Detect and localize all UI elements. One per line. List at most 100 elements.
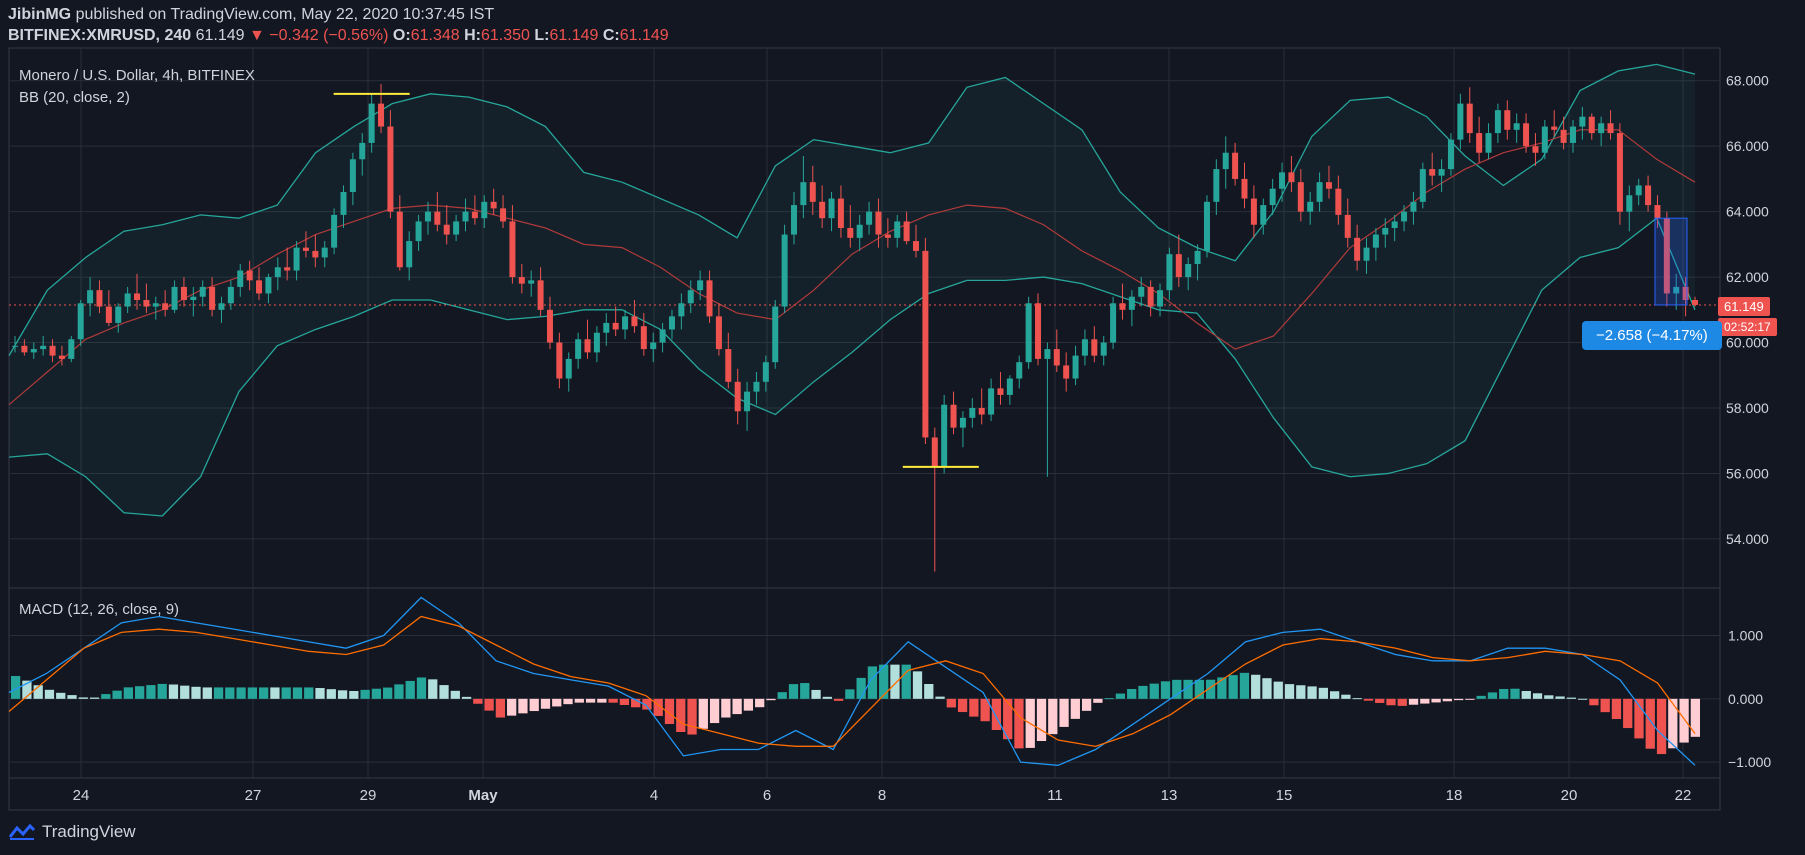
macd-histogram-bar xyxy=(1555,696,1565,699)
x-tick-label: 11 xyxy=(1047,787,1063,804)
macd-y-tick-label: 0.000 xyxy=(1728,691,1763,707)
candle-body xyxy=(406,241,413,268)
macd-histogram-bar xyxy=(924,683,934,699)
candle-body xyxy=(537,280,544,310)
macd-histogram-bar xyxy=(191,686,201,699)
macd-histogram-bar xyxy=(11,676,21,699)
publisher-name[interactable]: JibinMG xyxy=(8,6,72,23)
candle-body xyxy=(950,404,957,428)
candle-body xyxy=(1250,198,1257,225)
candle-body xyxy=(884,234,891,238)
candle-body xyxy=(809,182,816,202)
macd-histogram-bar xyxy=(991,698,1002,730)
macd-histogram-bar xyxy=(1341,694,1351,699)
candle-body xyxy=(237,270,244,287)
macd-histogram-bar xyxy=(1059,698,1069,727)
macd-histogram-bar xyxy=(349,691,359,699)
macd-histogram-bar xyxy=(935,696,945,699)
candle-body xyxy=(284,267,291,271)
candle-body xyxy=(697,280,704,291)
macd-histogram-bar xyxy=(766,698,776,701)
macd-histogram-bar xyxy=(146,685,156,699)
candle-body xyxy=(725,349,732,382)
candle-body xyxy=(772,306,779,363)
macd-histogram-bar xyxy=(439,685,449,699)
macd-histogram-bar xyxy=(1352,698,1362,700)
macd-histogram-bar xyxy=(428,679,438,699)
candle-body xyxy=(687,290,694,304)
macd-histogram-bar xyxy=(1577,698,1588,700)
candle-body xyxy=(96,290,103,307)
candle-body xyxy=(1513,123,1520,130)
macd-histogram-bar xyxy=(732,698,742,715)
candle-body xyxy=(1006,378,1013,395)
candle-body xyxy=(171,286,178,310)
bollinger-upper-band xyxy=(8,63,1696,356)
candle-body xyxy=(105,306,112,323)
candle-body xyxy=(1147,286,1154,307)
candle-body xyxy=(1063,365,1070,379)
candle-body xyxy=(575,339,582,359)
bb-indicator-label[interactable]: BB (20, close, 2) xyxy=(19,89,130,106)
candle-body xyxy=(856,224,863,238)
candle-body xyxy=(1025,303,1032,363)
candle-body xyxy=(1232,152,1239,179)
macd-histogram-bar xyxy=(631,698,641,708)
candle-body xyxy=(1466,103,1473,134)
candle-body xyxy=(1532,146,1539,153)
macd-indicator-label[interactable]: MACD (12, 26, close, 9) xyxy=(19,601,180,618)
macd-histogram-bar xyxy=(1104,698,1114,700)
candle-body xyxy=(1504,110,1511,130)
candle-body xyxy=(1016,362,1023,379)
candle-body xyxy=(762,362,769,382)
macd-histogram-bar xyxy=(1690,698,1700,737)
candle-body xyxy=(1607,123,1614,134)
measure-label[interactable]: −2.658 (−4.17%) xyxy=(1582,321,1722,350)
macd-histogram-bar xyxy=(123,687,134,699)
candle-body xyxy=(1645,185,1652,206)
candle-body xyxy=(190,296,197,300)
candle-body xyxy=(1307,201,1314,212)
candle-body xyxy=(528,280,535,284)
macd-histogram-bar xyxy=(574,698,584,703)
candle-body xyxy=(1325,182,1332,189)
candle-body xyxy=(143,300,150,307)
macd-histogram-bar xyxy=(1668,698,1678,749)
symbol-label: BITFINEX:XMRUSD, 240 xyxy=(8,27,192,44)
candle-body xyxy=(1692,300,1698,305)
macd-histogram-bar xyxy=(879,664,889,699)
macd-histogram-bar xyxy=(270,687,280,699)
candle-body xyxy=(1410,201,1417,212)
candle-body xyxy=(1476,133,1483,153)
macd-histogram-bar xyxy=(1081,698,1092,711)
macd-histogram-bar xyxy=(1431,698,1441,703)
candle-body xyxy=(546,309,553,343)
candle-body xyxy=(1635,185,1642,196)
open-label: O: xyxy=(392,27,411,44)
candle-body xyxy=(593,332,600,353)
candle-body xyxy=(1100,342,1107,356)
signal-line xyxy=(8,615,1696,748)
candle-body xyxy=(875,211,882,235)
macd-histogram-bar xyxy=(1476,695,1486,699)
y-tick-label: 60.000 xyxy=(1726,335,1769,351)
macd-histogram-bar xyxy=(1442,698,1452,702)
macd-histogram-bar xyxy=(1397,698,1407,706)
x-tick-label: 18 xyxy=(1446,787,1463,804)
tradingview-brand[interactable]: TradingView xyxy=(8,822,136,842)
x-tick-label: 20 xyxy=(1561,787,1578,804)
candle-body xyxy=(1297,182,1304,212)
macd-y-tick-label: −1.000 xyxy=(1728,754,1771,770)
candle-body xyxy=(922,250,929,438)
candle-body xyxy=(1569,126,1576,143)
x-tick-label: 22 xyxy=(1675,787,1692,804)
macd-histogram-bar xyxy=(664,698,675,724)
candle-body xyxy=(1382,228,1389,235)
candle-body xyxy=(631,316,638,327)
bollinger-lower-band xyxy=(8,217,1696,517)
candle-body xyxy=(1203,201,1210,251)
candle-body xyxy=(941,404,948,467)
candle-body xyxy=(1354,237,1361,261)
